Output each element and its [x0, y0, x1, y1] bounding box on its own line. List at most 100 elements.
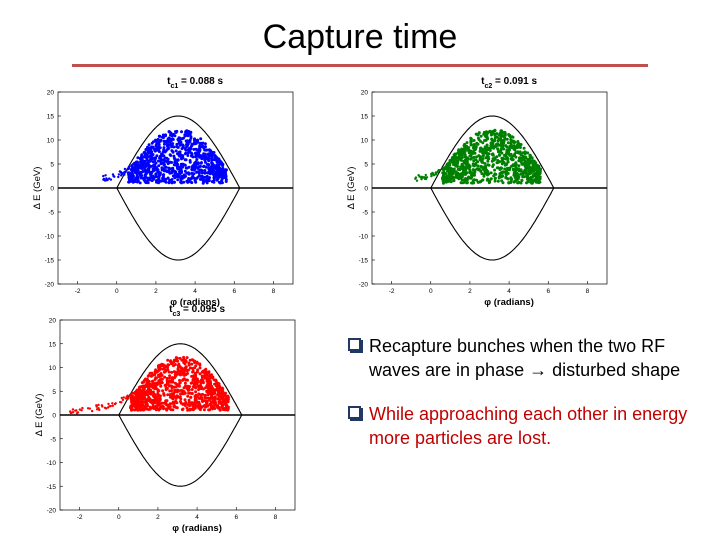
- particle-point: [191, 358, 195, 362]
- particle-point: [195, 395, 199, 399]
- particle-point: [473, 158, 477, 162]
- particle-point: [198, 403, 202, 407]
- particle-point: [470, 171, 474, 175]
- particle-point: [172, 385, 176, 389]
- particle-point: [186, 394, 190, 398]
- particle-point: [159, 157, 163, 161]
- particle-point: [513, 148, 517, 152]
- particle-point: [504, 154, 507, 158]
- particle-point: [202, 152, 206, 156]
- particle-point: [451, 163, 455, 166]
- x-tick-label: 8: [272, 288, 276, 295]
- particle-point: [213, 395, 217, 399]
- particle-point: [215, 387, 218, 391]
- particle-point: [189, 381, 193, 385]
- particle-point: [175, 401, 179, 405]
- particle-point: [156, 392, 160, 396]
- particle-point: [131, 169, 135, 172]
- particle-point: [486, 170, 490, 174]
- particle-point: [516, 151, 520, 155]
- particle-point: [171, 168, 175, 172]
- particle-point: [501, 181, 505, 185]
- particle-point: [194, 377, 198, 381]
- particle-point: [157, 159, 160, 163]
- particle-point: [514, 161, 518, 165]
- particle-point: [186, 154, 190, 157]
- particle-point: [496, 179, 500, 183]
- particle-point: [155, 154, 159, 158]
- particle-point: [499, 129, 503, 133]
- y-tick-label: -5: [362, 210, 368, 217]
- particle-point: [462, 180, 466, 184]
- x-tick-label: 4: [195, 514, 199, 521]
- particle-point: [202, 165, 205, 169]
- particle-point: [164, 407, 168, 411]
- particle-point: [119, 400, 122, 404]
- particle-point: [198, 396, 202, 400]
- particle-point: [144, 390, 148, 394]
- particle-point: [189, 402, 193, 406]
- particle-point: [178, 172, 182, 176]
- particle-point: [486, 177, 490, 181]
- particle-point: [472, 181, 476, 185]
- particle-point: [506, 141, 510, 145]
- particle-point: [173, 160, 177, 164]
- particle-point: [513, 179, 517, 183]
- particle-point: [508, 168, 511, 172]
- particle-point: [203, 142, 207, 146]
- particle-point: [447, 169, 451, 173]
- particle-point: [220, 386, 224, 390]
- particle-point: [212, 151, 216, 154]
- particle-point: [176, 162, 179, 166]
- particle-point: [505, 167, 509, 170]
- particle-point: [494, 145, 497, 149]
- particle-point: [151, 379, 155, 383]
- particle-point: [184, 174, 187, 178]
- particle-point: [497, 160, 500, 164]
- particle-point: [194, 160, 198, 164]
- particle-point: [106, 406, 110, 409]
- particle-point: [207, 390, 211, 394]
- particle-point: [462, 151, 465, 154]
- particle-point: [496, 147, 500, 151]
- particle-point: [161, 389, 165, 393]
- particle-point: [211, 407, 215, 411]
- particle-point: [186, 408, 190, 412]
- particle-point: [503, 163, 507, 167]
- particle-point: [452, 153, 456, 157]
- particle-point: [190, 142, 194, 146]
- particle-point: [154, 175, 158, 179]
- particle-point: [516, 145, 520, 149]
- particle-point: [159, 160, 163, 164]
- particle-point: [76, 411, 80, 414]
- particle-point: [153, 156, 157, 160]
- particle-point: [169, 408, 173, 412]
- particle-point: [205, 379, 209, 383]
- particle-point: [213, 175, 216, 179]
- particle-point: [199, 387, 203, 391]
- particle-point: [469, 143, 473, 147]
- particle-point: [158, 134, 162, 138]
- particle-point: [178, 365, 182, 369]
- particle-point: [150, 385, 154, 388]
- particle-point: [530, 181, 534, 185]
- particle-point: [86, 407, 90, 410]
- particle-point: [153, 387, 157, 391]
- x-tick-label: 8: [274, 514, 278, 521]
- y-tick-label: 0: [364, 186, 368, 193]
- particle-point: [501, 156, 505, 160]
- particle-point: [178, 175, 181, 179]
- particle-point: [453, 158, 457, 161]
- y-tick-label: 0: [52, 413, 56, 420]
- particle-point: [154, 172, 158, 176]
- particle-point: [490, 159, 494, 163]
- y-tick-label: -10: [359, 234, 369, 241]
- particle-point: [186, 151, 190, 155]
- particle-point: [153, 164, 157, 168]
- particle-point: [471, 168, 475, 172]
- particle-point: [526, 151, 530, 155]
- particle-point: [172, 154, 176, 158]
- particle-point: [160, 380, 164, 384]
- particle-point: [454, 174, 458, 178]
- particle-point: [130, 405, 134, 409]
